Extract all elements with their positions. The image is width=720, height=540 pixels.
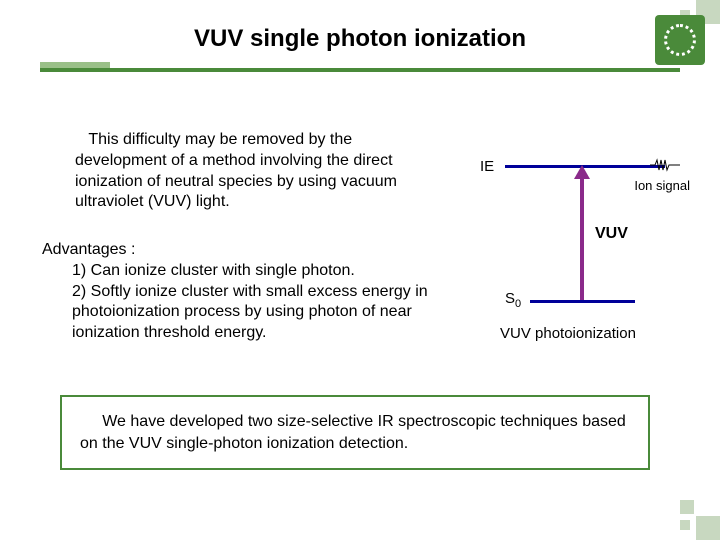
advantage-2: 2) Softly ionize cluster with small exce… [72, 282, 460, 344]
corner-decoration-br [660, 480, 720, 540]
s0-level-line [530, 300, 635, 303]
vuv-arrow-head [574, 165, 590, 179]
ion-signal-label: Ion signal [634, 178, 690, 193]
s0-label: S0 [505, 290, 521, 310]
ie-label: IE [480, 158, 494, 175]
title-underline [40, 68, 680, 72]
vuv-label: VUV [595, 225, 628, 243]
conclusion-box: We have developed two size-selective IR … [60, 395, 650, 470]
intro-paragraph: This difficulty may be removed by the de… [75, 130, 445, 213]
slide-title: VUV single photon ionization [0, 25, 720, 53]
vuv-arrow-shaft [580, 175, 584, 300]
advantages-label: Advantages : [42, 241, 135, 258]
energy-diagram: IE Ion signal VUV S0 VUV photoionization [480, 130, 690, 360]
advantage-1: 1) Can ionize cluster with single photon… [72, 261, 460, 282]
diagram-caption: VUV photoionization [500, 325, 636, 342]
advantages-block: Advantages : 1) Can ionize cluster with … [42, 240, 460, 344]
ion-signal-wave-icon [650, 158, 680, 172]
